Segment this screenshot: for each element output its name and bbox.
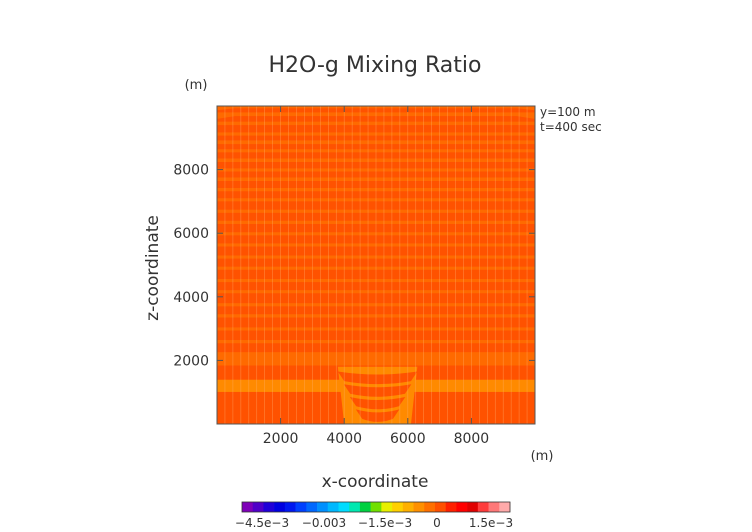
colorbar-swatch	[295, 502, 307, 512]
x-tick-label: 6000	[390, 431, 426, 447]
colorbar-swatch	[338, 502, 350, 512]
y-ticks: 2000 4000 6000 8000	[173, 163, 535, 369]
colorbar-swatch	[456, 502, 468, 512]
colorbar-swatch	[263, 502, 275, 512]
y-tick-label: 2000	[173, 353, 209, 369]
x-ticks: 2000 4000 6000 8000	[263, 106, 489, 447]
colorbar-tick-label: −4.5e−3	[235, 516, 289, 530]
colorbar-swatch	[317, 502, 329, 512]
y-axis-label: z-coordinate	[143, 215, 163, 321]
y-tick-label: 6000	[173, 226, 209, 242]
colorbar-swatch	[413, 502, 425, 512]
colorbar-swatch	[424, 502, 436, 512]
colorbar-swatch	[467, 502, 479, 512]
colorbar-swatch	[359, 502, 371, 512]
plume-layer	[355, 409, 400, 422]
plume-layer	[349, 396, 406, 410]
y-unit-label: (m)	[185, 78, 208, 93]
annotation-t: t=400 sec	[540, 120, 602, 134]
colorbar	[241, 501, 511, 513]
colorbar-swatch	[499, 502, 511, 512]
colorbar-swatch	[252, 502, 264, 512]
plume-layer	[343, 384, 412, 397]
x-tick-label: 8000	[454, 431, 490, 447]
colorbar-swatch	[381, 502, 393, 512]
x-axis-label: x-coordinate	[322, 472, 429, 492]
colorbar-swatch	[402, 502, 414, 512]
colorbar-tick-label: 1.5e−3	[469, 516, 513, 530]
colorbar-swatch	[306, 502, 318, 512]
plot-frame	[216, 105, 536, 425]
x-tick-label: 2000	[263, 431, 299, 447]
colorbar-tick-label: 0	[433, 516, 441, 530]
colorbar-swatch	[434, 502, 446, 512]
colorbar-swatch	[488, 502, 500, 512]
colorbar-tick-label: −0.003	[302, 516, 346, 530]
colorbar-swatch	[349, 502, 361, 512]
colorbar-swatch	[445, 502, 457, 512]
colorbar-swatch	[477, 502, 489, 512]
plume-layer	[337, 371, 418, 385]
colorbar-swatch	[327, 502, 339, 512]
y-tick-label: 4000	[173, 290, 209, 306]
colorbar-swatch	[392, 502, 404, 512]
colorbar-swatch	[242, 502, 254, 512]
colorbar-tick-label: −1.5e−3	[358, 516, 412, 530]
annotation-y: y=100 m	[540, 105, 596, 119]
colorbar-swatch	[284, 502, 296, 512]
colorbar-swatch	[370, 502, 382, 512]
colorbar-labels: −4.5e−3 −0.003 −1.5e−3 0 1.5e−3	[235, 516, 513, 530]
chart-title: H2O-g Mixing Ratio	[269, 53, 482, 78]
grid-lines	[224, 106, 528, 424]
colorbar-frame	[241, 501, 511, 513]
x-unit-label: (m)	[531, 449, 554, 464]
y-tick-label: 8000	[173, 163, 209, 179]
x-tick-label: 4000	[326, 431, 362, 447]
colorbar-swatch	[274, 502, 286, 512]
